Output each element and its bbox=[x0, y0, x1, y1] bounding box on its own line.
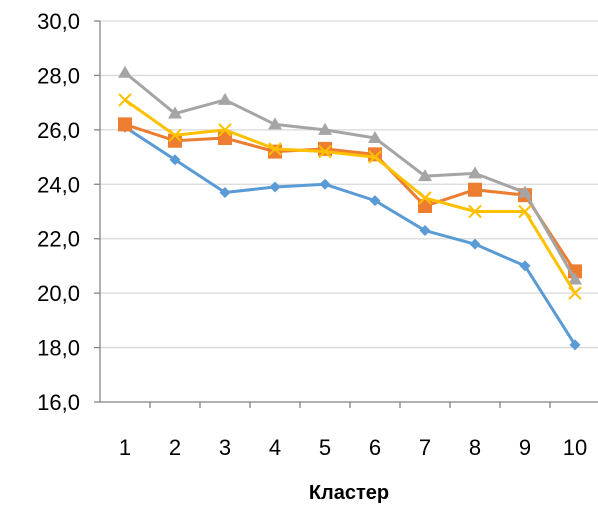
data-point-x bbox=[318, 144, 332, 159]
data-point-diamond bbox=[169, 154, 181, 166]
series-layer bbox=[118, 65, 582, 351]
x-marker-stroke bbox=[218, 123, 232, 137]
y-tick-label: 26,0 bbox=[37, 118, 80, 143]
x-marker-stroke bbox=[268, 142, 282, 156]
data-point-x bbox=[468, 204, 482, 219]
data-point-triangle bbox=[218, 92, 232, 105]
data-point-triangle bbox=[418, 169, 432, 182]
y-tick-label: 18,0 bbox=[37, 336, 80, 361]
y-tick-label: 30,0 bbox=[37, 9, 80, 34]
data-point-x bbox=[168, 128, 182, 143]
x-marker-stroke bbox=[418, 191, 432, 205]
data-point-x bbox=[268, 142, 282, 156]
data-point-diamond bbox=[519, 260, 531, 272]
data-point-diamond bbox=[419, 225, 431, 237]
data-point-square bbox=[418, 199, 432, 214]
x-tick-label: 6 bbox=[369, 435, 381, 460]
x-marker-stroke bbox=[318, 144, 332, 159]
data-point-triangle bbox=[318, 122, 332, 135]
data-point-x bbox=[118, 93, 132, 107]
tick-labels: 16,0 18,0 20,0 22,0 24,0 26,0 28,0 30,0 1 2 3 4 5 6 7 8… bbox=[37, 9, 587, 460]
data-point-x bbox=[418, 191, 432, 205]
x-tick-label: 10 bbox=[563, 435, 587, 460]
series-line bbox=[124, 98, 577, 294]
x-marker-stroke bbox=[368, 150, 382, 164]
data-point-diamond bbox=[369, 195, 381, 207]
x-tick-label: 9 bbox=[519, 435, 531, 460]
x-axis-title: Кластер bbox=[309, 482, 389, 504]
x-tick-label: 5 bbox=[319, 435, 331, 460]
data-point-triangle bbox=[168, 106, 182, 119]
data-point-triangle bbox=[468, 166, 482, 179]
data-point-triangle bbox=[568, 272, 582, 285]
y-tick-label: 16,0 bbox=[37, 390, 80, 415]
x-tick-label: 8 bbox=[469, 435, 481, 460]
x-tick-label: 3 bbox=[219, 435, 231, 460]
y-tick-label: 28,0 bbox=[37, 63, 80, 88]
data-point-triangle bbox=[118, 65, 132, 78]
data-point-x bbox=[218, 123, 232, 137]
data-point-diamond bbox=[219, 186, 231, 198]
data-point-diamond bbox=[569, 339, 581, 351]
data-point-square bbox=[318, 141, 332, 156]
data-point-triangle bbox=[368, 131, 382, 144]
axes bbox=[94, 20, 598, 408]
series-line bbox=[124, 122, 577, 273]
x-marker-stroke bbox=[168, 128, 182, 143]
x-marker-stroke bbox=[118, 93, 132, 107]
x-marker-stroke bbox=[468, 204, 482, 219]
data-point-x bbox=[518, 204, 532, 219]
data-point-square bbox=[468, 182, 482, 197]
data-point-square bbox=[168, 133, 182, 148]
x-tick-label: 1 bbox=[119, 435, 131, 460]
gridlines bbox=[100, 20, 598, 403]
data-point-diamond bbox=[269, 181, 281, 193]
x-tick-label: 2 bbox=[169, 435, 181, 460]
data-point-x bbox=[568, 286, 582, 300]
x-marker-stroke bbox=[568, 286, 582, 300]
data-point-square bbox=[118, 117, 132, 132]
data-point-triangle bbox=[268, 117, 282, 130]
x-tick-label: 4 bbox=[269, 435, 281, 460]
y-tick-label: 20,0 bbox=[37, 281, 80, 306]
data-point-x bbox=[368, 150, 382, 164]
series-line bbox=[124, 71, 577, 281]
data-point-diamond bbox=[319, 178, 331, 190]
x-tick-label: 7 bbox=[419, 435, 431, 460]
data-point-triangle bbox=[518, 185, 532, 198]
y-tick-label: 22,0 bbox=[37, 227, 80, 252]
y-tick-label: 24,0 bbox=[37, 172, 80, 197]
series-line bbox=[124, 125, 577, 346]
x-marker-stroke bbox=[518, 204, 532, 219]
data-point-diamond bbox=[469, 238, 481, 250]
